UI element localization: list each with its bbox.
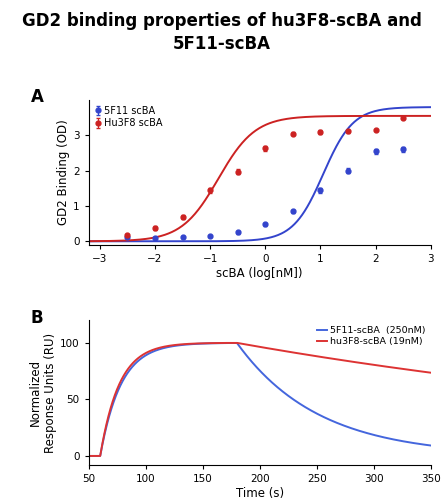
5F11-scBA  (250nM) — [243, 352, 249, 358]
5F11-scBA  (250nM) — [418, 441, 424, 447]
hu3F8-scBA (19nM) — [103, 422, 109, 428]
hu3F8-scBA (19nM) — [86, 453, 91, 459]
Text: B: B — [31, 308, 44, 326]
hu3F8-scBA (19nM) — [418, 368, 424, 374]
hu3F8-scBA (19nM) — [253, 343, 258, 349]
Text: GD2 binding properties of hu3F8-scBA and
5F11-scBA: GD2 binding properties of hu3F8-scBA and… — [22, 12, 422, 52]
5F11-scBA  (250nM) — [86, 453, 91, 459]
Legend: 5F11 scBA, Hu3F8 scBA: 5F11 scBA, Hu3F8 scBA — [94, 105, 164, 129]
5F11-scBA  (250nM) — [253, 362, 258, 368]
Legend: 5F11-scBA  (250nM), hu3F8-scBA (19nM): 5F11-scBA (250nM), hu3F8-scBA (19nM) — [316, 325, 426, 347]
5F11-scBA  (250nM) — [234, 340, 240, 346]
5F11-scBA  (250nM) — [103, 424, 109, 430]
Line: hu3F8-scBA (19nM): hu3F8-scBA (19nM) — [89, 343, 431, 456]
5F11-scBA  (250nM) — [418, 441, 424, 447]
hu3F8-scBA (19nM) — [428, 370, 433, 376]
X-axis label: scBA (log[nM]): scBA (log[nM]) — [217, 266, 303, 280]
Text: A: A — [31, 88, 44, 106]
5F11-scBA  (250nM) — [428, 442, 433, 448]
hu3F8-scBA (19nM) — [243, 342, 249, 347]
Line: 5F11-scBA  (250nM): 5F11-scBA (250nM) — [89, 343, 431, 456]
X-axis label: Time (s): Time (s) — [236, 487, 284, 500]
hu3F8-scBA (19nM) — [234, 340, 240, 346]
Y-axis label: GD2 Binding (OD): GD2 Binding (OD) — [57, 120, 70, 226]
5F11-scBA  (250nM) — [356, 428, 361, 434]
hu3F8-scBA (19nM) — [418, 368, 424, 374]
hu3F8-scBA (19nM) — [356, 360, 361, 366]
Y-axis label: Normalized
Response Units (RU): Normalized Response Units (RU) — [29, 332, 57, 452]
